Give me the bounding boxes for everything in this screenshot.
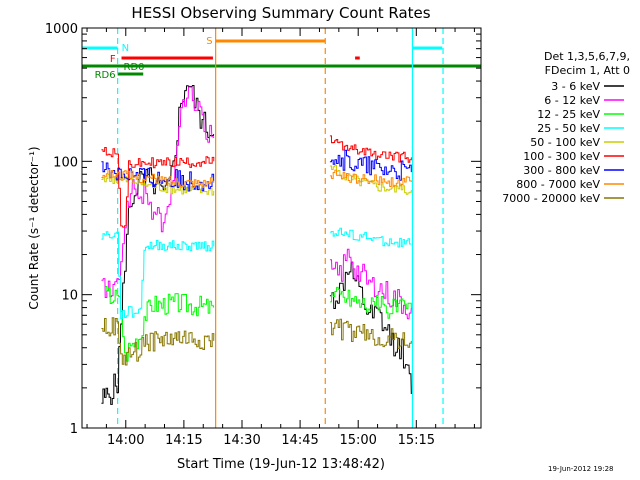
legend-label-8: 7000 - 20000 keV: [502, 192, 600, 205]
y-tick-label-1: 10: [61, 289, 78, 304]
flag-label-rd0: RD0: [124, 62, 145, 73]
series-7-segment-1: [329, 169, 412, 187]
x-tick-label-2: 14:30: [223, 433, 260, 448]
flag-bars: [82, 39, 481, 76]
flag-label-s: S: [206, 36, 212, 47]
legend-label-3: 25 - 50 keV: [537, 122, 600, 135]
series-8-segment-0: [101, 317, 215, 366]
legend: Det 1,3,5,6,7,9,FDecim 1, Att 0 3 - 6 keV…: [502, 50, 630, 205]
legend-label-7: 800 - 7000 keV: [516, 178, 600, 191]
legend-label-4: 50 - 100 keV: [530, 136, 600, 149]
region-markers: [117, 28, 444, 428]
y-tick-label-0: 1: [70, 422, 78, 437]
series-7-segment-0: [101, 169, 215, 188]
legend-label-0: 3 - 6 keV: [551, 80, 600, 93]
x-axis-label: Start Time (19-Jun-12 13:48:42): [177, 457, 385, 472]
y-axis-label: Count Rate (s⁻¹ detector⁻¹): [27, 146, 41, 309]
series-1-segment-0: [101, 86, 215, 298]
y-tick-label-2: 100: [53, 155, 78, 170]
legend-label-6: 300 - 800 keV: [523, 164, 600, 177]
series-3-segment-0: [101, 231, 215, 320]
series-2-segment-1: [329, 286, 412, 319]
x-tick-label-4: 15:00: [339, 433, 376, 448]
series-3-segment-1: [329, 227, 412, 248]
legend-label-2: 12 - 25 keV: [537, 108, 600, 121]
flag-label-f: F: [110, 54, 116, 65]
series-8-segment-1: [329, 318, 412, 350]
x-tick-label-0: 14:00: [107, 433, 144, 448]
flag-label-n: N: [122, 43, 129, 54]
flag-labels: NF RD0 RD6 S: [95, 36, 213, 81]
legend-header-1: FDecim 1, Att 0: [545, 64, 630, 77]
x-tick-label-3: 14:45: [281, 433, 318, 448]
x-tick-label-5: 15:15: [398, 433, 435, 448]
chart-title: HESSI Observing Summary Count Rates: [131, 4, 430, 22]
footer-timestamp: 19-Jun-2012 19:28: [548, 465, 614, 473]
legend-label-5: 100 - 300 keV: [523, 150, 600, 163]
series-5-segment-0: [101, 147, 215, 228]
series-6-segment-0: [101, 161, 215, 192]
series-5-segment-1: [329, 135, 412, 163]
series-1-segment-1: [329, 248, 412, 320]
series-lines: [101, 85, 412, 405]
axes: 1 10 100 1000 14:00 14:15 14:30 14:45 15:00 15:15: [45, 22, 482, 448]
flag-label-rd6: RD6: [95, 70, 116, 81]
plot-frame: [81, 27, 482, 429]
y-tick-label-3: 1000: [45, 22, 78, 37]
legend-header-0: Det 1,3,5,6,7,9,: [544, 50, 630, 63]
series-2-segment-0: [105, 286, 215, 362]
series-6-segment-1: [329, 149, 412, 181]
x-tick-label-1: 14:15: [165, 433, 202, 448]
legend-label-1: 6 - 12 keV: [544, 94, 600, 107]
